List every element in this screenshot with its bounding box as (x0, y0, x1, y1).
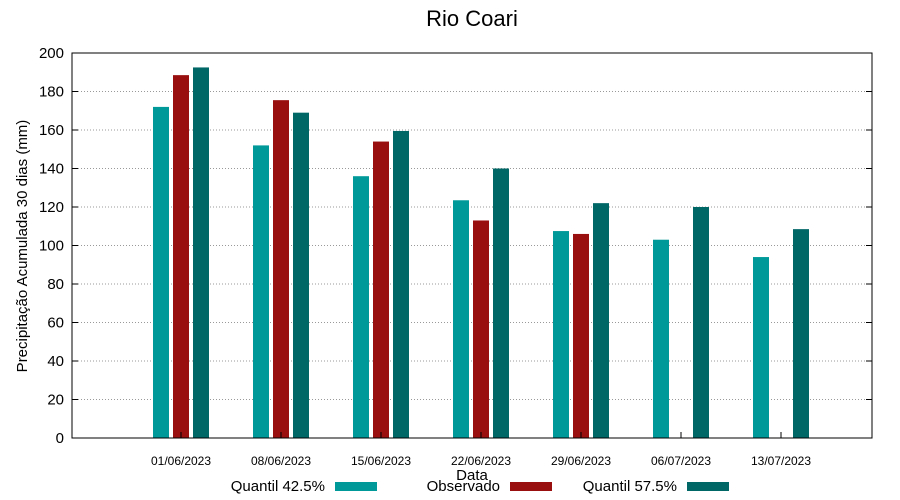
bar (273, 100, 289, 438)
bar (193, 67, 209, 438)
legend-label: Quantil 42.5% (231, 478, 325, 495)
bar (493, 168, 509, 438)
bar (373, 141, 389, 439)
y-tick-label: 180 (39, 84, 64, 101)
x-tick-label: 06/07/2023 (651, 454, 711, 468)
y-tick-label: 140 (39, 161, 64, 178)
bar (653, 239, 669, 438)
y-axis-label: Precipitação Acumulada 30 dias (mm) (14, 120, 31, 373)
y-tick-label: 160 (39, 122, 64, 139)
y-tick-label: 200 (39, 45, 64, 62)
y-tick-label: 20 (47, 392, 64, 409)
x-axis-label: Data (456, 467, 488, 484)
bar (453, 200, 469, 438)
legend: Quantil 42.5% Observado Quantil 57.5% (231, 478, 729, 495)
legend-swatch (510, 482, 552, 491)
bar (473, 220, 489, 438)
legend-swatch (687, 482, 729, 491)
y-tick-label: 0 (56, 430, 64, 447)
x-tick-label: 08/06/2023 (251, 454, 311, 468)
x-tick-label: 15/06/2023 (351, 454, 411, 468)
y-axis-ticks: 0 20 40 60 80 100 120 140 160 180 200 (39, 45, 872, 447)
y-tick-label: 60 (47, 315, 64, 332)
y-tick-label: 120 (39, 199, 64, 216)
bar (693, 207, 709, 438)
x-tick-label: 01/06/2023 (151, 454, 211, 468)
legend-swatch (335, 482, 377, 491)
bar (593, 203, 609, 438)
bar (353, 176, 369, 438)
bar (753, 257, 769, 438)
legend-label: Observado (427, 478, 500, 495)
y-tick-label: 40 (47, 353, 64, 370)
grid-lines (72, 91, 872, 400)
x-tick-label: 22/06/2023 (451, 454, 511, 468)
x-tick-label: 13/07/2023 (751, 454, 811, 468)
bar (173, 75, 189, 438)
x-axis-ticks: 01/06/2023 08/06/2023 15/06/2023 22/06/2023… (151, 432, 811, 468)
x-tick-label: 29/06/2023 (551, 454, 611, 468)
bar-group (153, 67, 809, 439)
y-tick-label: 100 (39, 238, 64, 255)
bar (153, 106, 169, 439)
bar (793, 229, 809, 438)
y-tick-label: 80 (47, 276, 64, 293)
bar (553, 231, 569, 438)
bar (393, 130, 409, 438)
bar (253, 145, 269, 438)
bar (573, 233, 589, 438)
bar (293, 112, 309, 439)
legend-label: Quantil 57.5% (583, 478, 677, 495)
chart-title: Rio Coari (426, 6, 518, 31)
